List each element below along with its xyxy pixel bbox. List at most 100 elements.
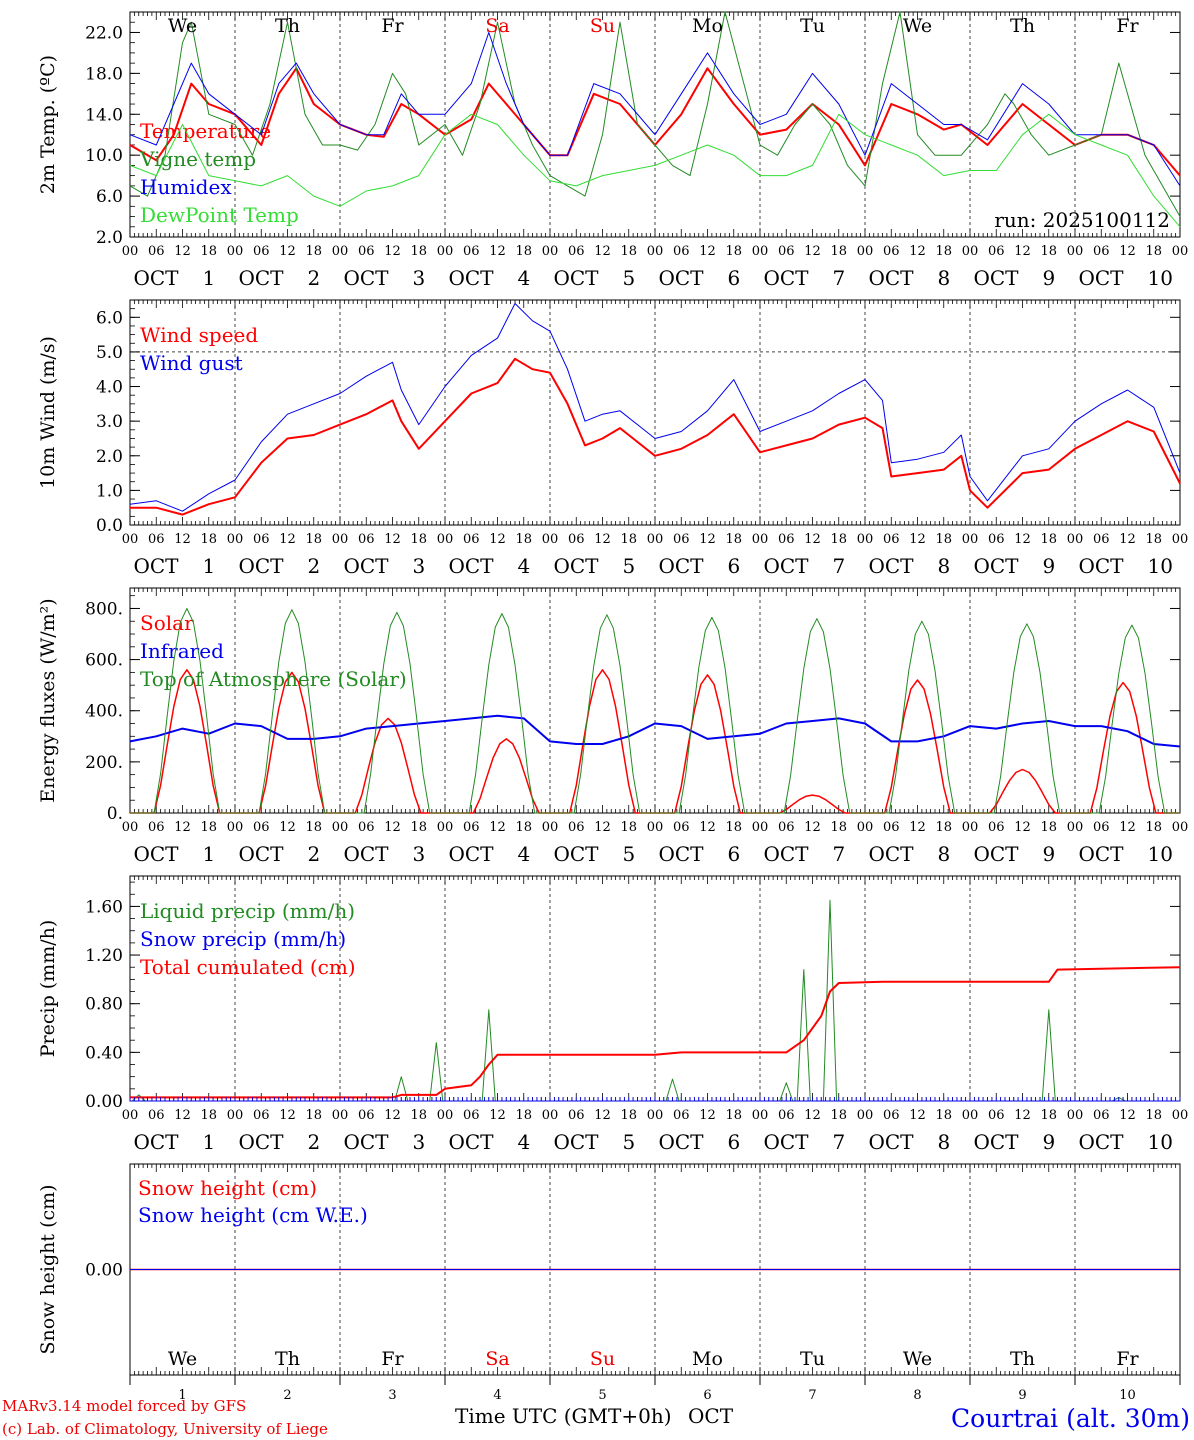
date-prefix-label: OCT [133,842,179,866]
series-line-1 [130,357,1181,516]
weekday-label: Mo [692,1348,723,1370]
date-prefix-label: OCT [1078,554,1124,578]
date-day-label: 6 [728,266,741,290]
date-prefix-label: OCT [763,1130,809,1154]
y-tick-label: 0. [107,804,123,824]
hour-tick-label: 18 [305,532,322,547]
hour-tick-label: 12 [1014,244,1031,259]
y-tick-label: 14.0 [85,105,123,125]
hour-tick-label: 00 [752,820,769,835]
y-tick-label: 3.0 [96,412,123,432]
date-day-label: 9 [1043,266,1056,290]
legend-entry: Total cumulated (cm) [140,955,356,979]
day-number-label: 4 [493,1388,501,1403]
date-prefix-label: OCT [133,1130,179,1154]
date-day-label: 5 [623,554,636,578]
hour-tick-label: 12 [279,532,296,547]
hour-tick-label: 06 [673,1108,690,1123]
hour-tick-label: 06 [673,820,690,835]
time-axis-label: Time UTC (GMT+0h) [455,1404,672,1428]
hour-tick-label: 06 [463,820,480,835]
date-prefix-label: OCT [238,554,284,578]
weekday-label: Th [275,1348,300,1370]
hour-tick-label: 00 [227,1108,244,1123]
date-day-label: 1 [203,1130,216,1154]
date-day-label: 3 [413,1130,426,1154]
day-number-label: 10 [1119,1388,1136,1403]
hour-tick-label: 12 [804,244,821,259]
date-day-label: 8 [938,554,951,578]
hour-tick-label: 00 [332,820,349,835]
series-line-2 [129,303,1181,512]
hour-tick-label: 06 [1093,532,1110,547]
date-prefix-label: OCT [658,554,704,578]
date-day-label: 8 [938,842,951,866]
y-tick-label: 5.0 [96,343,123,363]
hour-tick-label: 06 [568,1108,585,1123]
date-prefix-label: OCT [343,266,389,290]
weekday-label: We [168,15,197,37]
date-prefix-label: OCT [448,266,494,290]
hour-tick-label: 00 [332,1108,349,1123]
hour-tick-label: 12 [699,1108,716,1123]
date-prefix-label: OCT [763,266,809,290]
hour-tick-label: 06 [148,1108,165,1123]
date-day-label: 3 [413,266,426,290]
hour-tick-label: 18 [200,1108,217,1123]
date-day-label: 5 [623,266,636,290]
date-day-label: 9 [1043,842,1056,866]
hour-tick-label: 12 [594,244,611,259]
legend-entry: Top of Atmosphere (Solar) [140,667,407,691]
hour-tick-label: 00 [1172,1108,1189,1123]
hour-tick-label: 06 [988,532,1005,547]
hour-tick-label: 00 [1172,820,1189,835]
weekday-label: We [903,1348,932,1370]
date-day-label: 4 [518,1130,531,1154]
hour-tick-label: 12 [804,532,821,547]
hour-tick-label: 12 [174,244,191,259]
hour-tick-label: 06 [1093,1108,1110,1123]
chart-panel-3: 0. 200. 400. 600. 800. Energy fluxes (W/m²) So… [37,587,1189,866]
y-tick-label: 1.20 [85,946,123,966]
date-day-label: 9 [1043,554,1056,578]
date-prefix-label: OCT [553,554,599,578]
hour-tick-label: 12 [699,244,716,259]
hour-tick-label: 12 [489,1108,506,1123]
hour-tick-label: 06 [358,532,375,547]
hour-tick-label: 12 [174,1108,191,1123]
hour-tick-label: 00 [752,244,769,259]
hour-tick-label: 12 [489,244,506,259]
hour-tick-label: 18 [410,820,427,835]
date-prefix-label: OCT [343,554,389,578]
y-tick-label: 2.0 [96,447,123,467]
hour-tick-label: 06 [253,820,270,835]
date-prefix-label: OCT [868,266,914,290]
hour-tick-label: 12 [1014,820,1031,835]
date-prefix-label: OCT [553,1130,599,1154]
y-tick-label: 400. [85,702,123,722]
hour-tick-label: 00 [332,532,349,547]
hour-tick-label: 00 [857,244,874,259]
hour-tick-label: 18 [935,244,952,259]
footer-lab-credit: (c) Lab. of Climatology, University of L… [2,1420,328,1438]
hour-tick-label: 12 [1014,1108,1031,1123]
date-day-label: 9 [1043,1130,1056,1154]
hour-tick-label: 18 [1145,532,1162,547]
weekday-label: Sa [485,1348,509,1370]
hour-tick-label: 00 [122,1108,139,1123]
hour-tick-label: 18 [830,244,847,259]
hour-tick-label: 00 [542,1108,559,1123]
y-tick-label: 800. [85,599,123,619]
date-prefix-label: OCT [658,842,704,866]
hour-tick-label: 12 [1119,244,1136,259]
hour-tick-label: 18 [830,820,847,835]
hour-tick-label: 18 [935,532,952,547]
hour-tick-label: 06 [148,244,165,259]
hour-tick-label: 06 [358,244,375,259]
hour-tick-label: 00 [647,532,664,547]
chart-panel-2: 0.0 1.0 2.0 3.0 4.0 5.0 6.0 10m Wind (m/s) Wind … [37,299,1188,578]
date-day-label: 7 [833,842,846,866]
hour-tick-label: 18 [515,820,532,835]
hour-tick-label: 00 [857,1108,874,1123]
legend-entry: Solar [140,611,194,635]
